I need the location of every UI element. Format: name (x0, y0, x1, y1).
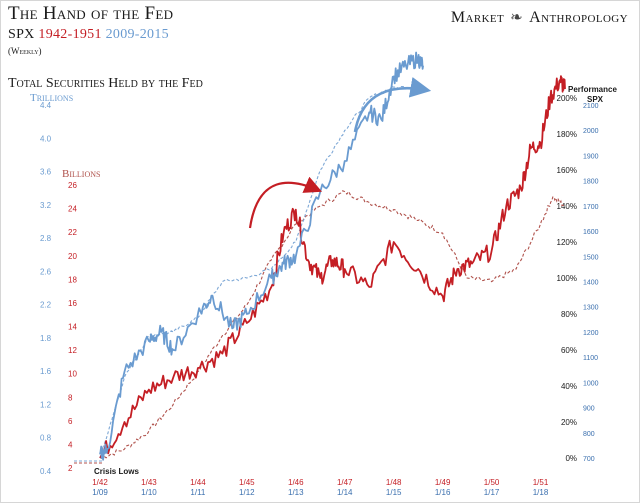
trillions-tick-label: 4.4 (40, 101, 52, 110)
performance-tick-label: 160% (557, 166, 577, 175)
x-axis-blue-label: 1/11 (190, 488, 206, 497)
spx-axis-label: SPX (587, 95, 604, 104)
series-dashed-line (99, 190, 566, 459)
trillions-tick-label: 3.2 (40, 201, 52, 210)
spx-tick-label: 1400 (583, 280, 599, 287)
brand-name-left: Market (450, 9, 505, 26)
x-axis-blue-label: 1/09 (92, 488, 108, 497)
spx-tick-label: 1900 (583, 153, 599, 160)
billions-tick-label: 4 (68, 440, 73, 449)
trillions-tick-label: 1.6 (40, 367, 52, 376)
subtitle-red-period: 1942-1951 (38, 27, 102, 42)
brand-logo: Market ❧ Anthropology (451, 8, 628, 27)
spx-tick-label: 1700 (583, 204, 599, 211)
series-solid-line (99, 51, 424, 461)
x-axis-red-label: 1/45 (239, 478, 255, 487)
trillions-tick-label: 0.8 (40, 434, 52, 443)
billions-tick-label: 14 (68, 323, 77, 332)
crisis-lows-annotation: Crisis Lows (94, 467, 139, 476)
performance-tick-label: 60% (561, 346, 577, 355)
x-axis-red-label: 1/44 (190, 478, 206, 487)
billions-axis-label: Billions (62, 168, 101, 180)
trillions-axis-label: Trillions (30, 92, 74, 104)
trillions-tick-label: 2.8 (40, 234, 52, 243)
blue-trend-arrow (353, 77, 432, 133)
x-axis-blue-label: 1/17 (484, 488, 500, 497)
spx-tick-label: 900 (583, 406, 595, 413)
billions-tick-label: 6 (68, 417, 73, 426)
billions-tick-label: 12 (68, 346, 77, 355)
chart-panel-title: Total Securities Held by the Fed (8, 76, 203, 91)
billions-tick-label: 18 (68, 275, 77, 284)
x-axis-red-label: 1/46 (288, 478, 304, 487)
trillions-tick-label: 1.2 (40, 400, 52, 409)
performance-tick-label: 0% (565, 454, 577, 463)
subtitle-blue-period: 2009-2015 (105, 27, 169, 42)
billions-tick-label: 20 (68, 252, 77, 261)
dna-helix-icon: ❧ (510, 10, 524, 26)
red-trend-arrow (248, 176, 323, 229)
x-axis-blue-label: 1/14 (337, 488, 353, 497)
billions-tick-label: 24 (68, 205, 77, 214)
chart-frequency-label: (Weekly) (8, 46, 42, 56)
series-solid-line (99, 75, 566, 459)
trillions-tick-label: 2.6 (40, 267, 52, 276)
x-axis-red-label: 1/43 (141, 478, 157, 487)
spx-tick-label: 2000 (583, 128, 599, 135)
x-axis-red-label: 1/50 (484, 478, 500, 487)
x-axis-blue-label: 1/13 (288, 488, 304, 497)
x-axis-red-label: 1/49 (435, 478, 451, 487)
spx-tick-label: 1300 (583, 305, 599, 312)
billions-tick-label: 2 (68, 464, 73, 473)
spx-tick-label: 2100 (583, 103, 599, 110)
spx-tick-label: 1800 (583, 179, 599, 186)
performance-tick-label: 100% (557, 274, 577, 283)
spx-tick-label: 1000 (583, 380, 599, 387)
spx-tick-label: 1200 (583, 330, 599, 337)
performance-tick-label: 180% (557, 130, 577, 139)
subtitle-spx: SPX (8, 27, 35, 42)
trillions-tick-label: 0.4 (40, 467, 52, 476)
spx-tick-label: 1500 (583, 254, 599, 261)
x-axis-blue-label: 1/12 (239, 488, 255, 497)
performance-tick-label: 200% (557, 94, 577, 103)
trillions-tick-label: 3.6 (40, 168, 52, 177)
chart-main-title: The Hand of the Fed (8, 3, 174, 24)
trillions-tick-label: 1.8 (40, 334, 52, 343)
x-axis-blue-label: 1/10 (141, 488, 157, 497)
performance-tick-label: 120% (557, 238, 577, 247)
billions-tick-label: 10 (68, 370, 77, 379)
billions-tick-label: 26 (68, 181, 77, 190)
brand-name-right: Anthropology (529, 9, 628, 26)
x-axis-blue-label: 1/15 (386, 488, 402, 497)
chart-subtitle: SPX 1942-1951 2009-2015 (8, 27, 169, 43)
x-axis-red-label: 1/42 (92, 478, 108, 487)
spx-tick-label: 1100 (583, 355, 598, 362)
performance-tick-label: 140% (557, 202, 577, 211)
spx-tick-label: 1600 (583, 229, 599, 236)
x-axis-blue-label: 1/16 (435, 488, 451, 497)
performance-axis-label: Performance (568, 85, 617, 94)
trillions-tick-label: 2.2 (40, 301, 52, 310)
performance-tick-label: 80% (561, 310, 577, 319)
x-axis-blue-label: 1/18 (533, 488, 549, 497)
x-axis-red-label: 1/48 (386, 478, 402, 487)
billions-tick-label: 16 (68, 299, 77, 308)
x-axis-red-label: 1/47 (337, 478, 353, 487)
performance-tick-label: 20% (561, 418, 577, 427)
billions-tick-label: 22 (68, 228, 77, 237)
trillions-tick-label: 4.0 (40, 134, 52, 143)
performance-tick-label: 40% (561, 382, 577, 391)
series-dashed-line (99, 85, 424, 459)
billions-tick-label: 8 (68, 393, 73, 402)
x-axis-red-label: 1/51 (533, 478, 549, 487)
spx-tick-label: 800 (583, 431, 595, 438)
spx-tick-label: 700 (583, 456, 595, 463)
